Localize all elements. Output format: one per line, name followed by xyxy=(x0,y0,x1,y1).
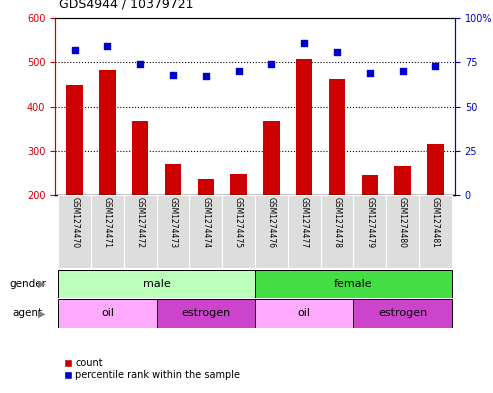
Bar xyxy=(99,70,116,195)
Bar xyxy=(394,166,411,195)
Text: gender: gender xyxy=(9,279,46,289)
Bar xyxy=(296,59,313,195)
Text: ▶: ▶ xyxy=(37,279,45,289)
Point xyxy=(136,61,144,67)
Point xyxy=(169,72,177,78)
Point xyxy=(431,62,439,69)
Text: oil: oil xyxy=(101,309,114,318)
Text: GSM1274481: GSM1274481 xyxy=(431,197,440,248)
Bar xyxy=(255,270,452,298)
Text: oil: oil xyxy=(298,309,311,318)
Text: GDS4944 / 10379721: GDS4944 / 10379721 xyxy=(59,0,193,10)
Bar xyxy=(132,121,148,195)
Point xyxy=(70,47,78,53)
Text: GSM1274474: GSM1274474 xyxy=(201,197,211,248)
Point xyxy=(104,43,111,50)
Text: GSM1274475: GSM1274475 xyxy=(234,197,243,248)
Legend: count, percentile rank within the sample: count, percentile rank within the sample xyxy=(60,354,245,384)
Text: estrogen: estrogen xyxy=(378,309,427,318)
Point xyxy=(333,48,341,55)
Text: GSM1274478: GSM1274478 xyxy=(332,197,342,248)
Bar xyxy=(157,299,255,328)
Bar xyxy=(419,195,452,268)
Point xyxy=(202,73,210,79)
Text: GSM1274479: GSM1274479 xyxy=(365,197,374,248)
Bar xyxy=(157,195,189,268)
Point xyxy=(300,40,308,46)
Text: GSM1274470: GSM1274470 xyxy=(70,197,79,248)
Text: GSM1274471: GSM1274471 xyxy=(103,197,112,248)
Bar xyxy=(198,179,214,195)
Bar xyxy=(329,79,345,195)
Text: GSM1274477: GSM1274477 xyxy=(300,197,309,248)
Bar xyxy=(189,195,222,268)
Bar xyxy=(263,121,280,195)
Text: ▶: ▶ xyxy=(37,309,45,318)
Text: GSM1274473: GSM1274473 xyxy=(169,197,177,248)
Text: female: female xyxy=(334,279,373,289)
Point xyxy=(399,68,407,74)
Point xyxy=(267,61,275,67)
Point xyxy=(235,68,243,74)
Bar xyxy=(222,195,255,268)
Bar xyxy=(386,195,419,268)
Text: agent: agent xyxy=(12,309,42,318)
Bar xyxy=(58,195,91,268)
Bar xyxy=(124,195,157,268)
Bar xyxy=(353,195,386,268)
Bar xyxy=(255,195,288,268)
Text: GSM1274472: GSM1274472 xyxy=(136,197,145,248)
Bar xyxy=(165,164,181,195)
Bar xyxy=(320,195,353,268)
Bar xyxy=(427,144,444,195)
Point xyxy=(366,70,374,76)
Text: GSM1274480: GSM1274480 xyxy=(398,197,407,248)
Bar xyxy=(58,299,157,328)
Bar xyxy=(353,299,452,328)
Bar xyxy=(361,175,378,195)
Bar xyxy=(255,299,353,328)
Bar xyxy=(58,270,255,298)
Bar xyxy=(230,174,247,195)
Bar xyxy=(67,85,83,195)
Bar xyxy=(91,195,124,268)
Text: male: male xyxy=(143,279,171,289)
Bar xyxy=(288,195,320,268)
Text: estrogen: estrogen xyxy=(181,309,230,318)
Text: GSM1274476: GSM1274476 xyxy=(267,197,276,248)
